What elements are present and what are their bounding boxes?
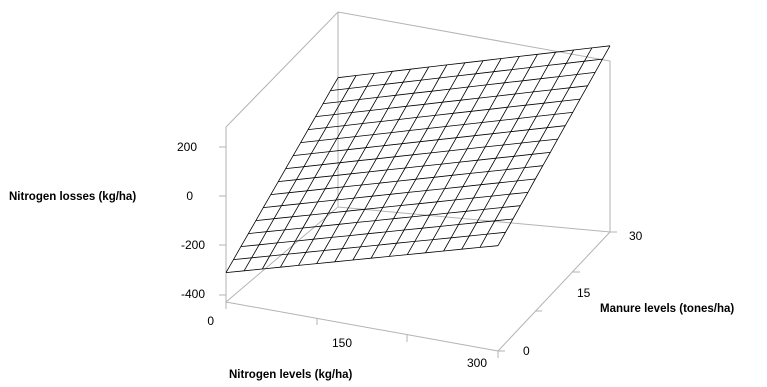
surface-gridline-constant-nitrogen xyxy=(388,58,502,257)
surface-gridline-constant-nitrogen xyxy=(334,64,448,262)
z-tick-label: 200 xyxy=(177,140,197,154)
surface-gridline-constant-nitrogen xyxy=(406,56,520,255)
surface-gridline-constant-manure xyxy=(300,112,573,143)
axis-box xyxy=(219,11,617,358)
surface-gridline-constant-nitrogen xyxy=(479,47,593,248)
surface-gridline-constant-manure xyxy=(270,165,543,195)
box-back-wall xyxy=(225,11,611,303)
surface-gridline-constant-manure xyxy=(233,231,506,260)
x-axis-title: Nitrogen levels (kg/ha) xyxy=(229,369,353,381)
surface-gridline-constant-nitrogen xyxy=(243,75,357,271)
surface-gridline-constant-nitrogen xyxy=(225,77,339,273)
y-tick-label: 15 xyxy=(577,286,591,300)
z-tick-label: -400 xyxy=(181,287,205,301)
x-tick-label: 300 xyxy=(467,356,487,370)
surface-gridline-constant-nitrogen xyxy=(461,49,575,250)
y-axis-title: Manure levels (tones/ha) xyxy=(600,303,734,315)
x-tick-label: 150 xyxy=(332,336,352,350)
z-tick-label: -200 xyxy=(181,238,205,252)
surface-gridline-constant-manure xyxy=(263,178,536,208)
surface-gridline-constant-manure xyxy=(337,45,611,79)
surface-gridline-constant-nitrogen xyxy=(370,60,484,259)
surface-gridline-constant-manure xyxy=(315,85,588,117)
surface-gridline-constant-manure xyxy=(240,218,513,247)
surface-gridline-constant-manure xyxy=(278,152,551,182)
z-axis-title: Nitrogen losses (kg/ha) xyxy=(9,191,136,203)
surface-gridline-constant-manure xyxy=(248,205,521,234)
surface-gridline-constant-nitrogen xyxy=(316,66,430,264)
y-tick-label: 0 xyxy=(523,344,530,358)
x-tick-label: 0 xyxy=(207,314,214,328)
surface-gridline-constant-nitrogen xyxy=(261,73,375,270)
surface-gridline-constant-nitrogen xyxy=(298,69,411,266)
surface-gridline-constant-manure xyxy=(225,245,499,273)
surface-gridline-constant-manure xyxy=(293,125,566,156)
y-tick-label: 30 xyxy=(629,229,643,243)
surface-gridline-constant-manure xyxy=(255,192,528,221)
box-floor-right xyxy=(497,231,611,352)
surface-gridline-constant-manure xyxy=(308,98,581,130)
surface-mesh xyxy=(225,45,611,273)
z-tick-label: 0 xyxy=(186,189,193,203)
surface-gridline-constant-manure xyxy=(323,72,596,104)
surface-gridline-constant-nitrogen xyxy=(280,71,393,268)
surface-gridline-constant-nitrogen xyxy=(352,62,466,261)
surface-gridline-constant-nitrogen xyxy=(425,54,538,253)
surface-gridline-constant-manure xyxy=(285,138,558,169)
box-floor-front xyxy=(225,301,499,352)
surface-gridline-constant-nitrogen xyxy=(497,45,611,246)
surface-gridline-constant-manure xyxy=(330,58,603,91)
surface-gridline-constant-nitrogen xyxy=(443,52,556,252)
